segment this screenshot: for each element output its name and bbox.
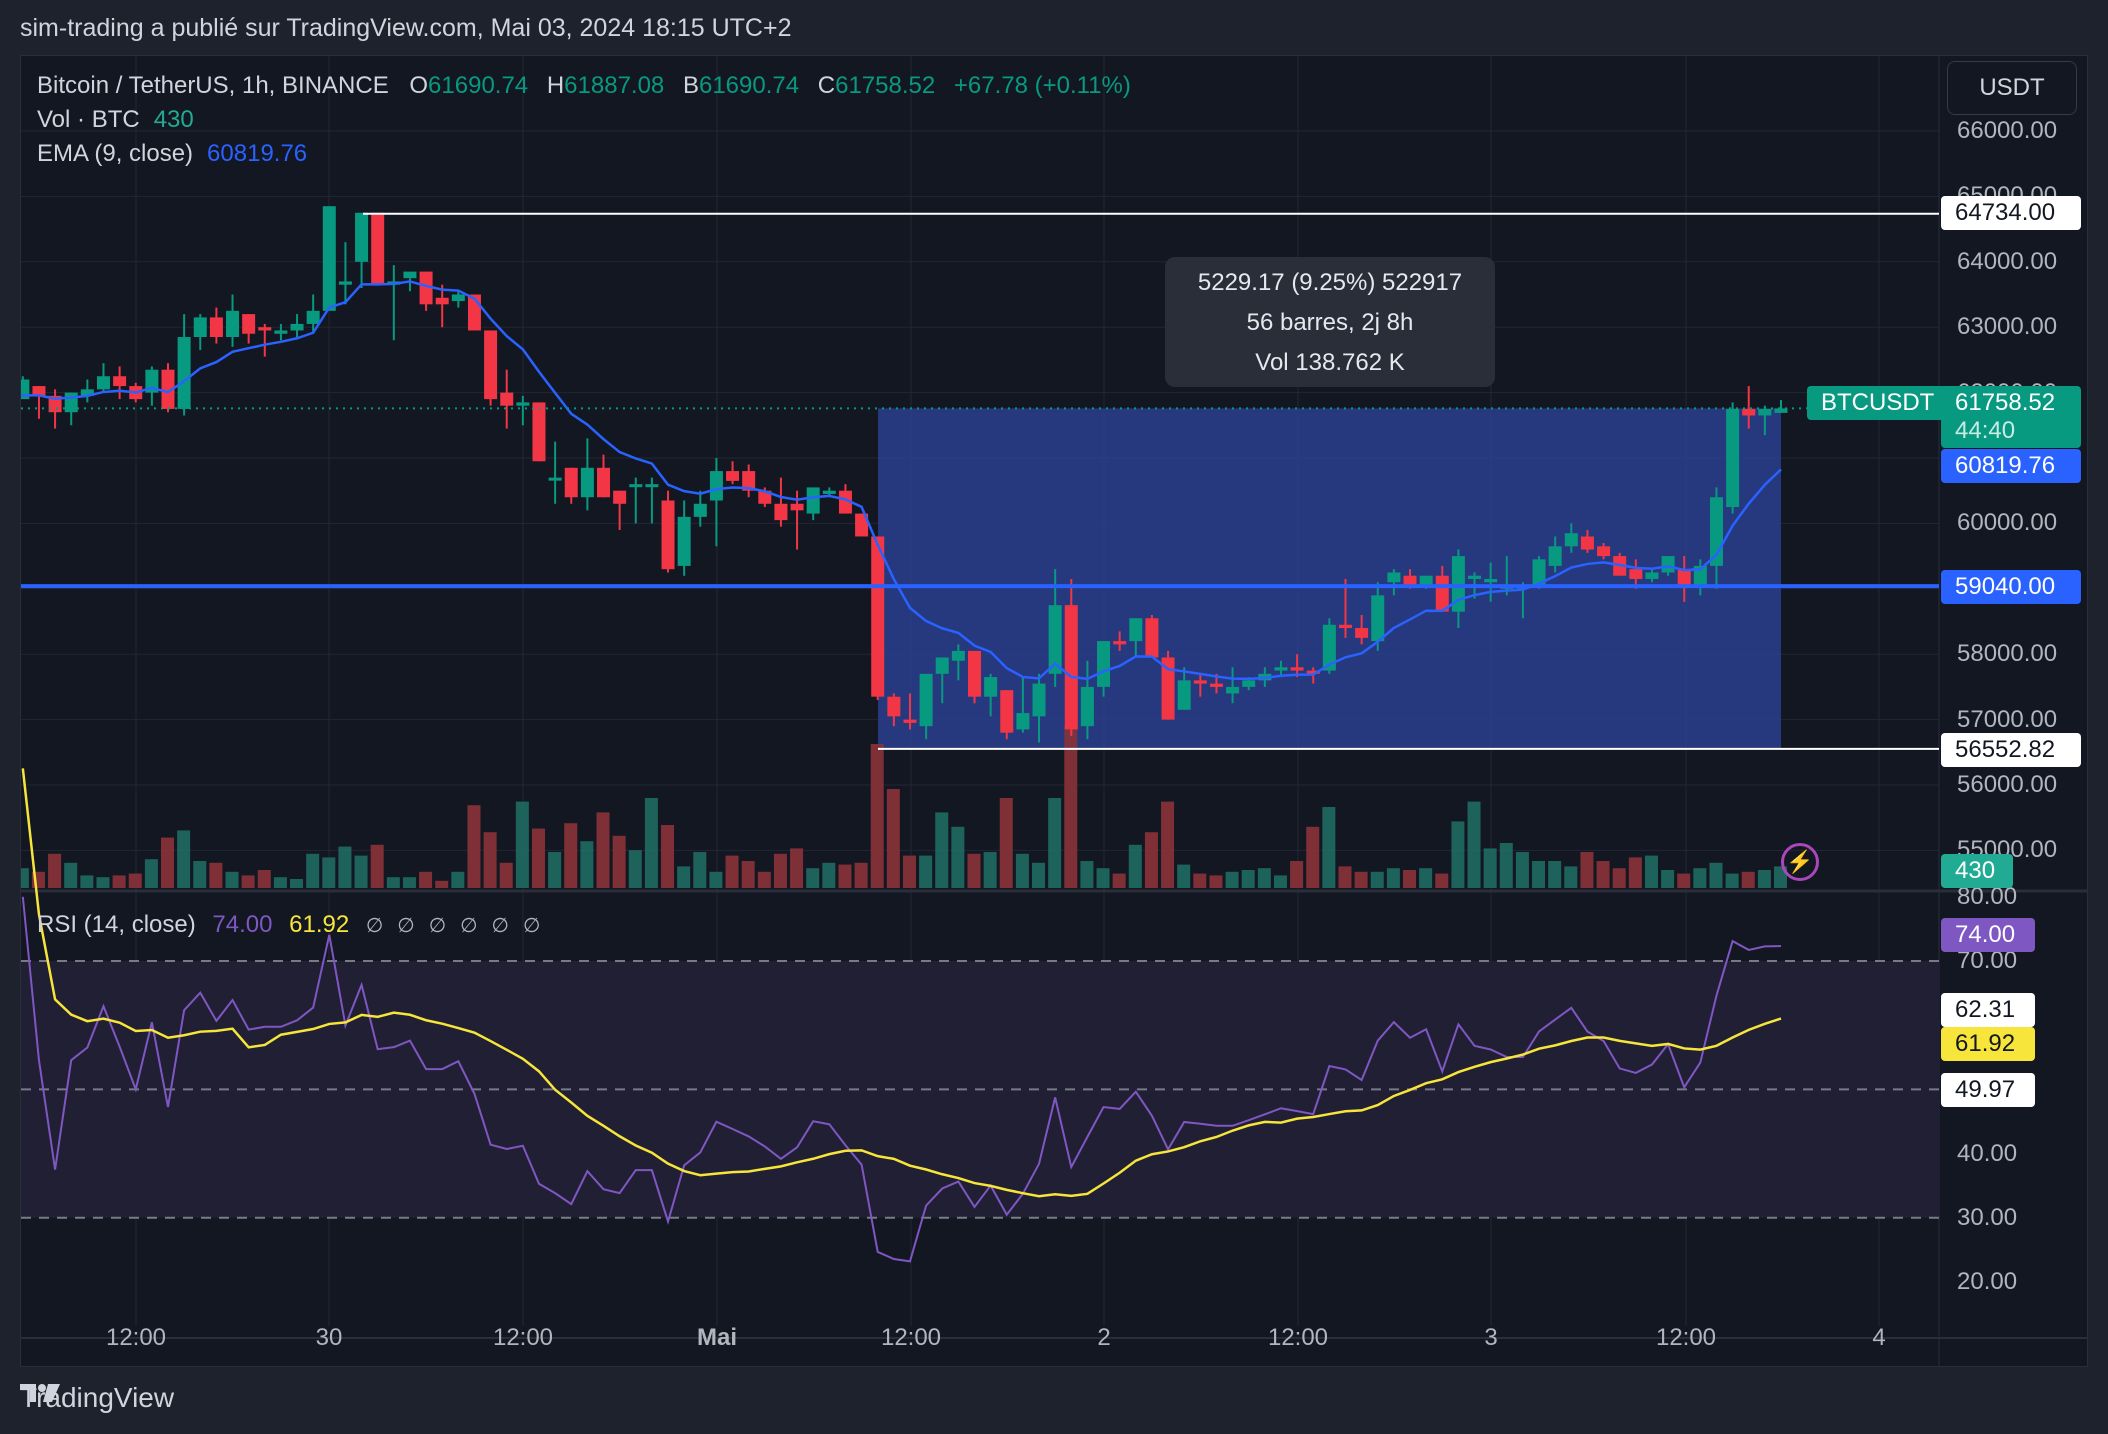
rsi-axis-label: 30.00 xyxy=(1957,1203,2018,1231)
price-axis-label: 63000.00 xyxy=(1957,313,2058,341)
time-axis-label: 4 xyxy=(1872,1324,1886,1351)
rsi-value: 74.00 xyxy=(212,911,273,938)
time-axis-label: 12:00 xyxy=(105,1324,167,1351)
price-axis-label: 64000.00 xyxy=(1957,247,2058,275)
rsi-ma-tag: 61.92 xyxy=(1941,1027,2035,1061)
symbol-legend: Bitcoin / TetherUS, 1h, BINANCE O61690.7… xyxy=(37,72,1131,99)
high-price-tag: 64734.00 xyxy=(1941,196,2081,230)
tradingview-logo-icon xyxy=(20,1384,60,1402)
last-price-tag: 61758.52 44:40 xyxy=(1941,386,2081,448)
low-price-tag: 56552.82 xyxy=(1941,733,2081,767)
currency-button[interactable]: USDT xyxy=(1947,61,2077,115)
time-axis-label: 12:00 xyxy=(1655,1324,1717,1351)
bb-upper-tag: 62.31 xyxy=(1941,993,2035,1027)
published-header: sim-trading a publié sur TradingView.com… xyxy=(20,14,792,42)
rsi-tag: 74.00 xyxy=(1941,918,2035,952)
open-value: 61690.74 xyxy=(428,72,529,99)
rsi-axis-label: 20.00 xyxy=(1957,1268,2018,1295)
price-axis-label: 58000.00 xyxy=(1957,640,2058,668)
high-value: 61887.08 xyxy=(564,72,665,99)
time-axis-label: 12:00 xyxy=(1267,1324,1329,1351)
symbol-tag: BTCUSDT xyxy=(1807,386,1949,420)
volume-legend: Vol · BTC 430 xyxy=(37,106,194,133)
time-axis-label: Mai xyxy=(696,1324,738,1351)
support-price-tag: 59040.00 xyxy=(1941,570,2081,604)
rsi-axis-label: 40.00 xyxy=(1957,1139,2018,1167)
rsi-legend: RSI (14, close) 74.00 61.92 ∅∅∅∅∅∅ xyxy=(37,911,555,938)
footer: TradingView xyxy=(20,1382,174,1414)
bb-lower-tag: 49.97 xyxy=(1941,1073,2035,1107)
rsi-ma-value: 61.92 xyxy=(289,911,350,938)
countdown: 44:40 xyxy=(1955,417,2016,444)
time-axis-label: 30 xyxy=(315,1324,343,1351)
change-value: +67.78 (+0.11%) xyxy=(953,72,1131,99)
close-value: 61758.52 xyxy=(835,72,936,99)
time-axis-label: 3 xyxy=(1484,1324,1498,1351)
chart-container[interactable]: Bitcoin / TetherUS, 1h, BINANCE O61690.7… xyxy=(20,55,2088,1367)
time-axis-label: 2 xyxy=(1097,1324,1111,1351)
price-axis-label: 57000.00 xyxy=(1957,705,2058,733)
lightning-icon[interactable]: ⚡ xyxy=(1781,843,1819,881)
measure-tooltip: 5229.17 (9.25%) 522917 56 barres, 2j 8h … xyxy=(1165,257,1495,387)
ema-legend: EMA (9, close) 60819.76 xyxy=(37,140,308,167)
volume-value: 430 xyxy=(153,106,194,133)
time-axis-label: 12:00 xyxy=(492,1324,554,1351)
price-axis-label: 60000.00 xyxy=(1957,509,2058,537)
rsi-empty-values: ∅∅∅∅∅∅ xyxy=(365,915,555,937)
volume-tag: 430 xyxy=(1941,854,2013,888)
ema-price-tag: 60819.76 xyxy=(1941,449,2081,483)
price-axis-label: 56000.00 xyxy=(1957,771,2058,798)
low-value: 61690.74 xyxy=(698,72,800,99)
symbol-title: Bitcoin / TetherUS, 1h, BINANCE xyxy=(37,72,389,99)
price-axis-label: 66000.00 xyxy=(1957,117,2058,144)
time-axis-label: 12:00 xyxy=(880,1324,942,1351)
chart-canvas[interactable] xyxy=(21,56,2087,1366)
ema-value: 60819.76 xyxy=(207,140,308,167)
